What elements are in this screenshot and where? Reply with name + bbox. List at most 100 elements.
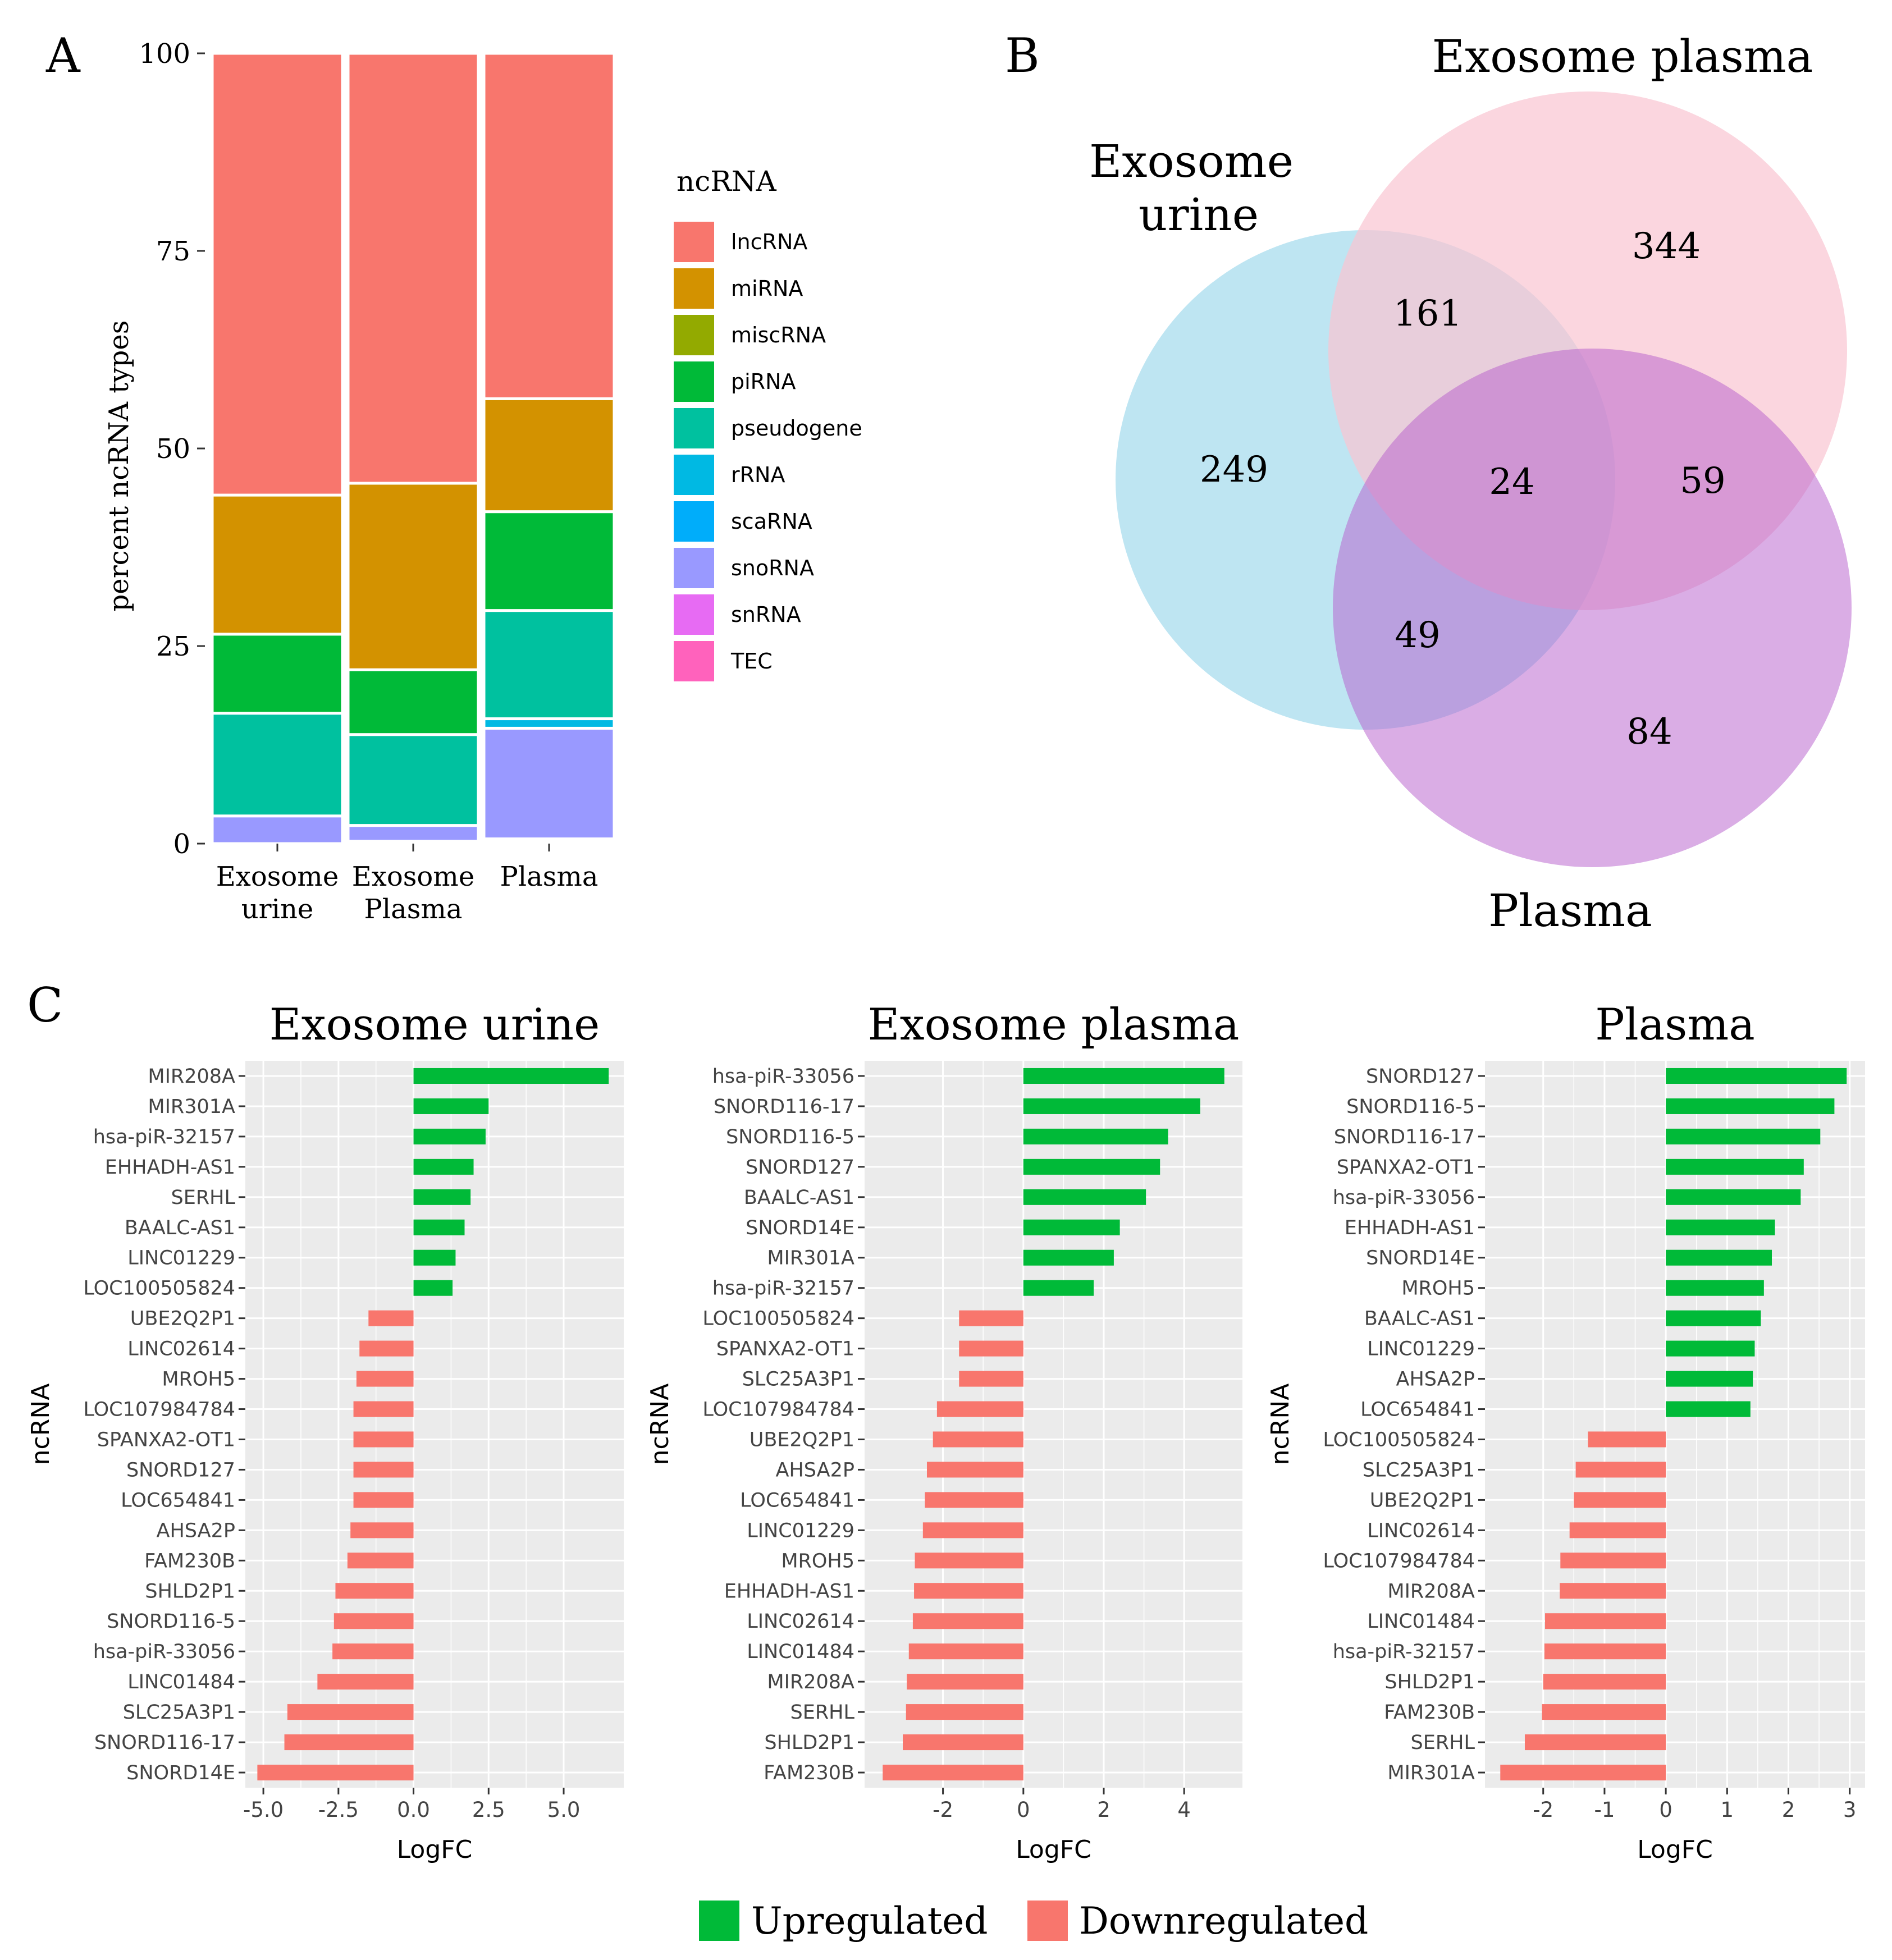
venn-count-all-three: 24	[1489, 461, 1534, 503]
bar-ube2q2p1	[368, 1310, 414, 1326]
y-axis-title: percent ncRNA types	[103, 320, 135, 612]
bar-segment-mirna-plasma	[482, 397, 616, 514]
bar-slc25a3p1	[1575, 1462, 1666, 1478]
bar-segment-snorna-plasma	[482, 726, 616, 841]
bar-hsa-pir-33056	[332, 1643, 414, 1660]
y-tick-label-mroh5: MROH5	[162, 1368, 235, 1391]
bar-loc100505824	[1588, 1431, 1666, 1448]
plot-background	[865, 1061, 1242, 1788]
bar-baalc-as1	[1023, 1189, 1146, 1205]
bar-snord116-5	[1023, 1128, 1168, 1144]
y-tick-label-ahsa2p: AHSA2P	[776, 1459, 854, 1481]
bar-loc107984784	[936, 1401, 1023, 1417]
bar-segment-pseudogene-exosome-plasma	[346, 733, 480, 827]
bar-segment-pseudogene-exosome-urine	[211, 712, 344, 818]
panel-label-b: B	[1005, 28, 1040, 83]
x-axis-title: LogFC	[1016, 1835, 1091, 1864]
bar-hsa-pir-33056	[1023, 1068, 1224, 1084]
bar-spanxa2-ot1	[959, 1340, 1023, 1357]
x-axis-title: LogFC	[397, 1835, 473, 1864]
bar-segment-snorna-exosome-urine	[211, 814, 344, 845]
plot-background	[245, 1061, 624, 1788]
legend-key-pseudogene	[674, 408, 714, 448]
bar-segment-snorna-exosome-plasma	[346, 824, 480, 843]
y-tick-label-hsa-pir-32157: hsa-piR-32157	[93, 1126, 235, 1148]
y-axis-title: ncRNA	[646, 1384, 674, 1466]
bar-serhl	[906, 1704, 1023, 1720]
y-tick-label-hsa-pir-32157: hsa-piR-32157	[1333, 1641, 1475, 1663]
x-tick-label: 0	[1659, 1798, 1672, 1822]
y-tick-label-loc654841: LOC654841	[740, 1489, 854, 1512]
bar-mir301a	[413, 1098, 489, 1114]
bar-loc654841	[353, 1492, 414, 1508]
bar-ube2q2p1	[1574, 1492, 1666, 1508]
y-tick-label-fam230b: FAM230B	[144, 1550, 235, 1572]
y-tick-label-serhl: SERHL	[171, 1187, 236, 1209]
regulation-legend: Upregulated Downregulated	[699, 1899, 1368, 1943]
bar-ahsa2p	[926, 1462, 1023, 1478]
y-tick-label-linc02614: LINC02614	[127, 1338, 235, 1361]
bar-baalc-as1	[413, 1219, 465, 1235]
y-tick-label-baalc-as1: BAALC-AS1	[125, 1217, 235, 1239]
y-tick-label-ube2q2p1: UBE2Q2P1	[130, 1308, 235, 1330]
x-tick-label: 2	[1097, 1798, 1110, 1822]
x-tick-label: 0.0	[397, 1798, 430, 1822]
y-tick-label: 50	[156, 433, 190, 465]
bar-snord127	[1666, 1068, 1847, 1084]
bar-segment-rrna-plasma	[482, 717, 616, 730]
x-tick-label: 2	[1782, 1798, 1795, 1822]
bar-fam230b	[347, 1553, 414, 1569]
y-tick-label-loc107984784: LOC107984784	[702, 1399, 854, 1421]
y-axis-title: ncRNA	[26, 1384, 55, 1466]
legend-key-downregulated	[1027, 1901, 1068, 1941]
y-tick-label-slc25a3p1: SLC25A3P1	[1363, 1459, 1475, 1481]
bar-segment-lncrna-plasma	[482, 52, 616, 400]
y-tick-label-mir301a: MIR301A	[1387, 1762, 1475, 1784]
bar-mir208a	[907, 1674, 1023, 1690]
y-tick-label-ahsa2p: AHSA2P	[157, 1519, 235, 1542]
x-tick-label: -2.5	[318, 1798, 359, 1822]
bar-slc25a3p1	[287, 1704, 414, 1720]
y-tick-label-snord127: SNORD127	[126, 1459, 235, 1481]
y-tick-label: 0	[173, 828, 190, 860]
y-tick-label-snord14e: SNORD14E	[746, 1217, 854, 1239]
legend-label-miscrna: miscRNA	[731, 323, 826, 347]
y-tick-label-mir301a: MIR301A	[767, 1247, 854, 1270]
bar-linc01229	[922, 1522, 1023, 1538]
y-tick-label-baalc-as1: BAALC-AS1	[1364, 1308, 1475, 1330]
bar-serhl	[1524, 1734, 1666, 1751]
x-tick-label: Exosome	[216, 861, 339, 892]
y-tick-label-loc100505824: LOC100505824	[83, 1277, 235, 1300]
venn-label-exosome-urine-line2: urine	[1139, 189, 1259, 241]
y-tick-label-snord127: SNORD127	[746, 1156, 854, 1179]
bar-spanxa2-ot1	[1666, 1158, 1804, 1175]
y-tick-label-linc01484: LINC01484	[1367, 1610, 1475, 1633]
bar-hsa-pir-32157	[1544, 1643, 1666, 1660]
bar-serhl	[413, 1189, 471, 1205]
legend-key-scarna	[674, 501, 714, 542]
bar-snord116-17	[1023, 1098, 1200, 1114]
legend-key-snorna	[674, 548, 714, 588]
venn-circle-plasma	[1333, 349, 1852, 867]
panel-label-c: C	[27, 978, 63, 1033]
logfc-chart-exosome-plasma: hsa-piR-33056 SNORD116-17 SNORD116-5 SNORD1…	[646, 1000, 1242, 1864]
y-tick-label-loc107984784: LOC107984784	[1323, 1550, 1475, 1572]
logfc-chart-exosome-urine: MIR208A MIR301A hsa-piR-32157 EHHADH-AS1 SER…	[26, 1000, 624, 1864]
chart-title: Exosome plasma	[868, 1000, 1240, 1050]
bar-ehhadh-as1	[914, 1583, 1023, 1599]
x-tick-label: urine	[241, 894, 314, 925]
y-tick-label-ahsa2p: AHSA2P	[1396, 1368, 1475, 1391]
y-tick-label-mroh5: MROH5	[1401, 1277, 1475, 1300]
y-axis-title: ncRNA	[1266, 1384, 1295, 1466]
venn-count-plasma-only: 84	[1626, 711, 1672, 753]
bar-loc107984784	[1560, 1553, 1666, 1569]
y-tick-label-loc100505824: LOC100505824	[702, 1308, 854, 1330]
y-tick-label: 100	[139, 38, 190, 70]
y-tick-label-shld2p1: SHLD2P1	[1384, 1671, 1475, 1693]
x-tick-label: -2	[1533, 1798, 1553, 1822]
y-tick-label-ehhadh-as1: EHHADH-AS1	[724, 1580, 854, 1602]
bar-segment-pirna-exosome-plasma	[346, 668, 480, 736]
legend-label-snorna: snoRNA	[731, 556, 814, 580]
bar-fam230b	[1542, 1704, 1666, 1720]
